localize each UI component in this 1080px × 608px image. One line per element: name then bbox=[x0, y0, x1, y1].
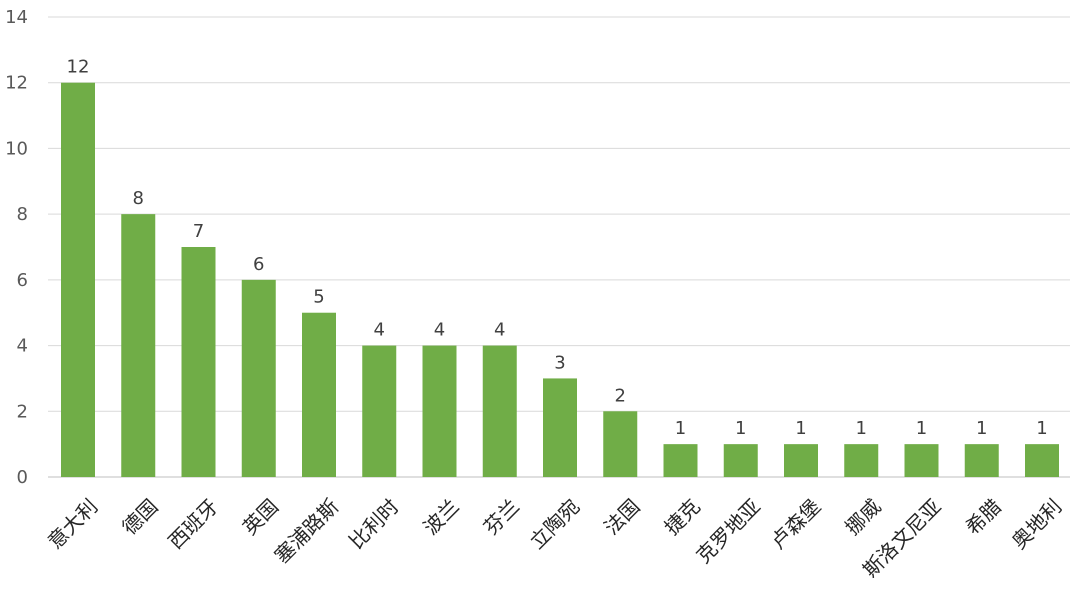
data-label: 1 bbox=[735, 418, 746, 439]
data-label: 12 bbox=[67, 57, 90, 78]
category-label: 塞浦路斯 bbox=[270, 494, 344, 568]
bar bbox=[844, 444, 879, 477]
bar bbox=[61, 82, 95, 477]
data-label: 6 bbox=[253, 254, 264, 275]
data-label: 5 bbox=[313, 287, 324, 308]
bar bbox=[723, 444, 758, 477]
bar bbox=[904, 444, 939, 477]
data-label: 1 bbox=[675, 418, 686, 439]
category-label: 挪威 bbox=[840, 494, 885, 539]
y-tick-label: 4 bbox=[17, 336, 28, 357]
data-label: 1 bbox=[916, 418, 927, 439]
y-axis-ticks: 0 2 4 6 8 10 12 14 bbox=[5, 7, 28, 488]
bar bbox=[482, 345, 517, 477]
bar bbox=[241, 279, 276, 477]
data-label: 2 bbox=[615, 385, 626, 406]
data-label: 1 bbox=[795, 418, 806, 439]
data-labels: 12 8 7 6 5 4 4 4 3 2 1 1 1 1 1 1 1 bbox=[67, 57, 1048, 439]
data-label: 4 bbox=[494, 320, 505, 341]
bar bbox=[784, 444, 818, 477]
category-label: 法国 bbox=[599, 494, 644, 539]
y-tick-label: 10 bbox=[5, 138, 28, 159]
category-label: 比利时 bbox=[344, 494, 403, 553]
category-label: 西班牙 bbox=[163, 494, 222, 553]
bar bbox=[663, 444, 698, 477]
data-label: 1 bbox=[976, 418, 987, 439]
bar bbox=[181, 247, 216, 477]
bar bbox=[964, 444, 999, 477]
data-label: 7 bbox=[193, 221, 204, 242]
gridlines bbox=[48, 16, 1070, 478]
bar bbox=[362, 345, 397, 477]
bar bbox=[543, 378, 577, 477]
y-tick-label: 14 bbox=[5, 7, 28, 28]
bars bbox=[61, 82, 1059, 477]
y-tick-label: 12 bbox=[5, 73, 28, 94]
category-label: 波兰 bbox=[419, 494, 464, 539]
data-label: 4 bbox=[434, 320, 445, 341]
category-label: 希腊 bbox=[961, 494, 1006, 539]
category-label: 奥地利 bbox=[1007, 494, 1066, 553]
category-label: 捷克 bbox=[660, 494, 705, 539]
data-label: 1 bbox=[856, 418, 867, 439]
bar bbox=[121, 214, 156, 477]
data-label: 1 bbox=[1036, 418, 1047, 439]
category-label: 卢森堡 bbox=[766, 494, 825, 553]
data-label: 8 bbox=[133, 188, 144, 209]
data-label: 3 bbox=[554, 352, 565, 373]
bar bbox=[302, 312, 336, 477]
category-label: 德国 bbox=[117, 494, 162, 539]
bar bbox=[1025, 444, 1059, 477]
category-label: 芬兰 bbox=[479, 494, 524, 539]
y-tick-label: 8 bbox=[17, 204, 28, 225]
y-tick-label: 0 bbox=[17, 467, 28, 488]
category-label: 克罗地亚 bbox=[691, 494, 765, 568]
y-tick-label: 6 bbox=[17, 270, 28, 291]
category-label: 英国 bbox=[238, 494, 283, 539]
category-label: 立陶宛 bbox=[525, 494, 584, 553]
data-label: 4 bbox=[374, 320, 385, 341]
bar bbox=[603, 411, 638, 477]
category-label: 意大利 bbox=[43, 494, 102, 553]
y-tick-label: 2 bbox=[17, 401, 28, 422]
bar bbox=[422, 345, 457, 477]
